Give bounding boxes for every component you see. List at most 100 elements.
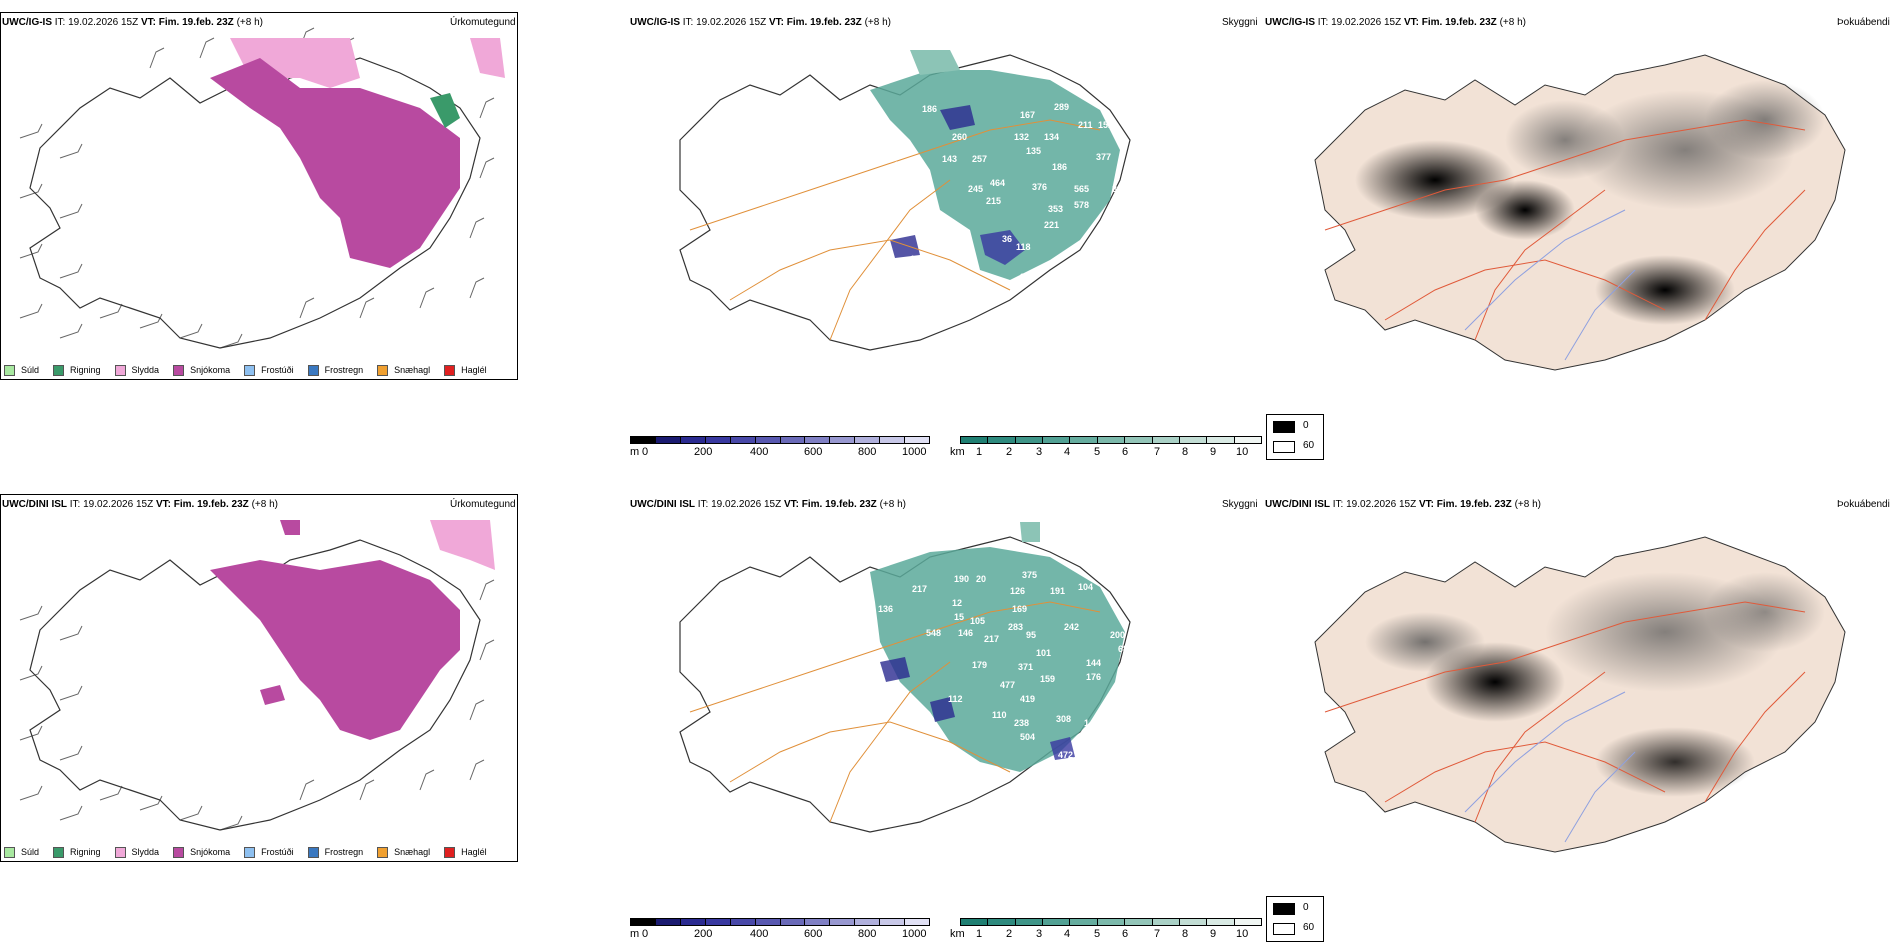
map-label: 377 [1096,152,1111,162]
vt-value: Fim. 19.feb. 23Z [1421,17,1497,28]
colorbar-cell [1015,919,1044,925]
panel-title: UWC/IG-IS IT: 19.02.2026 15Z VT: Fim. 19… [630,16,891,30]
fog-legend-label: 60 [1303,440,1315,451]
wind-barbs [19,579,495,831]
vt-label: VT: [155,499,171,510]
swatch [53,364,65,376]
map-label: 13 [1128,708,1138,718]
snow-area-3 [260,685,285,705]
fog-legend: 0 60 [1266,414,1324,460]
map-label: 504 [1020,732,1035,742]
low-ceiling-area-2 [930,697,955,722]
map-label: 530 [1116,234,1131,244]
river-network [1464,691,1636,843]
model-name: UWC/DINI ISL [2,499,67,510]
colorbar-cell [805,919,831,925]
colorbar-cell [755,919,781,925]
ceiling-bar-cells [630,436,930,444]
low-ceiling-area-3 [1050,737,1075,760]
map-label: 112 [948,694,963,704]
map-label: 308 [1056,714,1071,724]
visibility-map: 186 260 167 289 211 152 106 143 132 134 … [679,50,1140,351]
colorbar-cell [1207,919,1235,925]
colorbar-cell [631,919,656,925]
fog-blob [1705,80,1825,160]
fog-blob [1475,180,1575,240]
vt-label: VT: [140,17,156,28]
variable-name: Úrkomutegund [450,17,516,28]
swatch [444,364,456,376]
map-label: 68 [1118,644,1128,654]
ceiling-colorbar: m 0 200 400 600 800 1000 [630,436,930,458]
map-label: 134 [1044,132,1059,142]
map-label: 375 [1022,570,1037,580]
map-label: 472 [1058,750,1073,760]
panel-fog-row2: UWC/DINI ISL IT: 19.02.2026 15Z VT: Fim.… [1265,494,1895,942]
colorbar-cell [680,437,706,443]
map-label: 284 [1054,306,1069,316]
precip-type-map [19,27,505,349]
colorbar-cell [988,919,1016,925]
map-label: 221 [1044,220,1059,230]
visibility-colorbar: km 1 2 3 4 5 6 7 8 9 10 [950,918,1262,940]
sleet-area [430,520,495,570]
fog-blob [1595,255,1735,325]
panel-visibility-row1: UWC/IG-IS IT: 19.02.2026 15Z VT: Fim. 19… [630,12,1270,458]
colorbar-cell [1043,919,1071,925]
swatch [173,364,185,376]
fog-blob [1365,612,1485,672]
swatch [377,364,389,376]
model-name: UWC/IG-IS [2,17,52,28]
fog-blob [1355,140,1515,220]
vt-value: Fim. 19.feb. 23Z [158,17,234,28]
legend-item: Frostúði [244,846,294,858]
lead-time: (+8 h) [236,17,263,28]
vt-value: Fim. 19.feb. 23Z [173,499,249,510]
colorbar-cell [780,437,806,443]
fog-legend: 0 60 [1266,896,1324,942]
legend-item: Snæhagl [377,364,430,376]
map-label: 217 [984,634,999,644]
map-label: 176 [1086,672,1101,682]
map-label: 371 [1018,662,1033,672]
panel-title: UWC/DINI ISL IT: 19.02.2026 15Z VT: Fim.… [1265,498,1541,512]
map-label: 353 [1048,204,1063,214]
fog-map [1314,54,1846,371]
map-label: 334 [1106,226,1121,236]
map-label: 477 [1000,680,1015,690]
legend-item: Súld [4,364,39,376]
map-label: 578 [1074,200,1089,210]
legend-item: Snæhagl [377,846,430,858]
legend-item: Súld [4,846,39,858]
low-ceiling-area-2 [940,105,975,130]
it-value: 19.02.2026 15Z [696,17,767,28]
model-name: UWC/DINI ISL [1265,499,1330,510]
map-label: 260 [952,132,967,142]
map-label: 190 [954,574,969,584]
colorbar-cell [655,919,681,925]
visibility-map: 136 217 190 20 375 191 104 12 126 169 15… [679,522,1163,833]
variable-name: Skyggni [1222,499,1258,510]
precip-legend: Súld Rigning Slydda Snjókoma Frostúði Fr… [4,363,501,377]
fog-legend-swatch [1273,903,1295,915]
colorbar-cell [805,437,831,443]
colorbar-cell [830,437,856,443]
model-name: UWC/IG-IS [630,17,680,28]
map-label: 144 [1086,658,1101,668]
colorbar-cell [1015,437,1044,443]
map-label: 143 [942,154,957,164]
map-label: 289 [1054,102,1069,112]
colorbar-cell [961,919,989,925]
colorbar-cell [1070,919,1098,925]
visibility-unit: km [950,928,965,940]
map-label: 152 [1098,120,1113,130]
snow-area-2 [280,520,300,535]
road-network [689,119,1101,341]
ceiling-labels: 186 260 167 289 211 152 106 143 132 134 … [894,102,1140,316]
teal-fog-area-2 [1020,522,1040,542]
map-label: 297 [1076,268,1091,278]
colorbar-cell [1179,437,1208,443]
it-value: 19.02.2026 15Z [83,499,154,510]
map-label: 243 [1052,272,1067,282]
colorbar-cell [1207,437,1235,443]
